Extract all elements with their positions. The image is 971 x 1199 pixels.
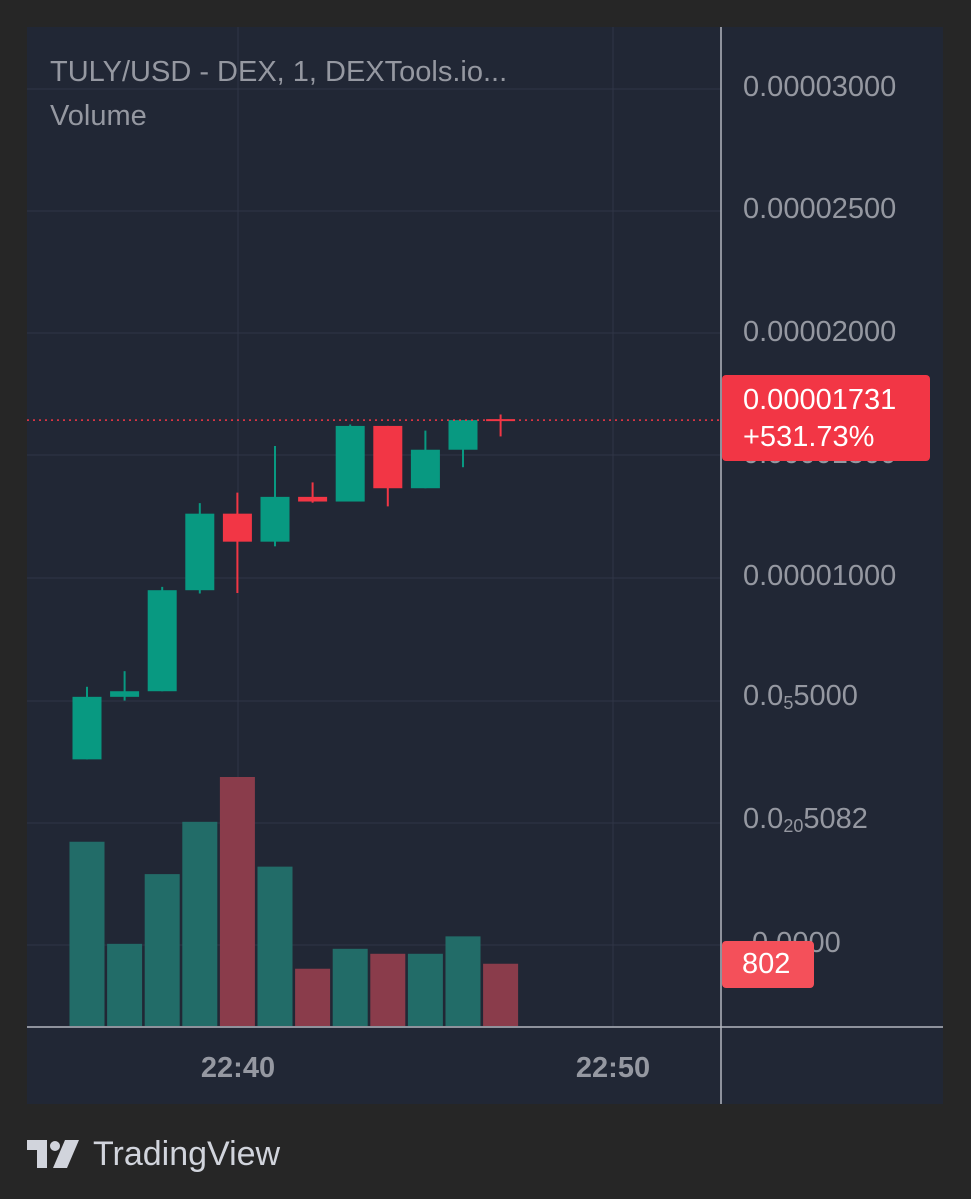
candle-body bbox=[185, 513, 215, 591]
candle-body bbox=[147, 590, 177, 692]
chart-legend-title[interactable]: TULY/USD - DEX, 1, DEXTools.io... bbox=[50, 56, 508, 88]
candle-body bbox=[298, 496, 328, 502]
candle-body bbox=[335, 425, 365, 502]
volume-bar bbox=[407, 953, 443, 1026]
volume-bar bbox=[107, 943, 143, 1026]
last-price-change: +531.73% bbox=[743, 421, 875, 453]
volume-bar bbox=[219, 777, 255, 1026]
candle-body bbox=[410, 449, 440, 489]
price-axis-tick: 0.00002500 bbox=[743, 193, 897, 225]
volume-bar bbox=[144, 874, 180, 1026]
chart-legend-volume[interactable]: Volume bbox=[50, 100, 147, 132]
grid-lines bbox=[27, 27, 721, 1027]
time-axis-tick: 22:40 bbox=[200, 1052, 276, 1084]
price-axis-tick: 0.00003000 bbox=[743, 71, 897, 103]
chart-panel[interactable]: TULY/USD - DEX, 1, DEXTools.io... Volume… bbox=[27, 27, 943, 1104]
price-axis-tick: 0.055000 bbox=[743, 680, 858, 713]
last-price-badge: 0.00001731 +531.73% bbox=[722, 375, 930, 461]
tradingview-brand[interactable]: TradingView bbox=[27, 1135, 280, 1174]
volume-bar bbox=[483, 963, 519, 1026]
candle-body bbox=[110, 691, 140, 697]
volume-bar bbox=[257, 866, 293, 1026]
volume-bar bbox=[295, 968, 331, 1026]
volume-bar bbox=[332, 948, 368, 1026]
volume-bar bbox=[370, 953, 406, 1026]
volume-bar bbox=[69, 841, 105, 1026]
volume-bar bbox=[182, 821, 218, 1026]
price-axis-tick: 0.00002000 bbox=[743, 316, 897, 348]
last-volume-badge: 802 bbox=[722, 941, 814, 988]
candle-body bbox=[373, 425, 403, 489]
volume-bars bbox=[69, 777, 519, 1026]
candles bbox=[72, 414, 516, 760]
tradingview-name: TradingView bbox=[93, 1135, 281, 1173]
price-axis-tick: 0.00001000 bbox=[743, 560, 897, 592]
candle-body bbox=[72, 696, 102, 760]
chart-canvas[interactable] bbox=[27, 27, 943, 1104]
candle-body bbox=[260, 496, 290, 542]
volume-bar bbox=[445, 936, 481, 1026]
overlay-lines bbox=[27, 27, 943, 1104]
last-price-value: 0.00001731 bbox=[743, 384, 897, 416]
volume-axis-tick: 0.0205082 bbox=[743, 803, 868, 836]
tradingview-logo-icon bbox=[27, 1139, 79, 1168]
candle-body bbox=[448, 420, 478, 450]
time-axis-tick: 22:50 bbox=[575, 1052, 651, 1084]
candle-body bbox=[222, 513, 252, 542]
